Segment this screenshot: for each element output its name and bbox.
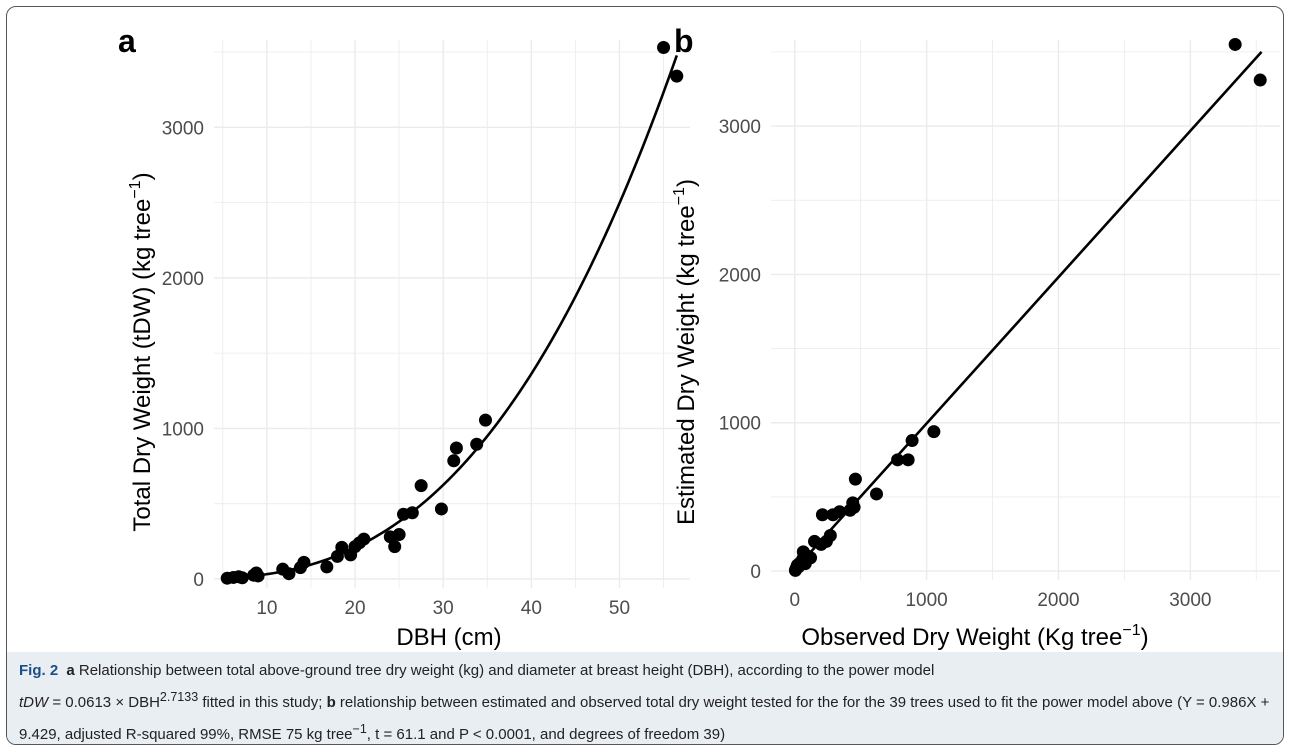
data-point-a	[392, 528, 406, 542]
figure-caption: Fig. 2 a Relationship between total abov…	[7, 652, 1283, 744]
caption-label-b: b	[326, 694, 336, 711]
caption-eq-exponent: 2.7133	[159, 690, 199, 704]
data-point-b	[927, 425, 941, 439]
data-point-b	[815, 508, 829, 522]
caption-eq-after: fitted in this study;	[198, 694, 327, 711]
data-point-a	[478, 413, 492, 427]
data-point-a	[251, 569, 265, 583]
data-point-b	[848, 472, 862, 486]
data-point-a	[282, 567, 296, 581]
data-point-a	[335, 540, 349, 554]
x-tick-label-a: 40	[521, 598, 542, 619]
data-point-b	[869, 487, 883, 501]
data-point-b	[891, 453, 905, 467]
x-tick-label-a: 30	[433, 598, 454, 619]
x-tick-label-a: 10	[256, 598, 277, 619]
x-tick-label-b: 1000	[905, 590, 947, 611]
data-point-b	[1228, 37, 1242, 51]
data-point-a	[447, 454, 461, 468]
data-point-a	[470, 437, 484, 451]
figure-charts: 10 20 30 40 50 0 1000 2000 3000 a DBH (cm) Tota…	[118, 23, 1280, 650]
data-point-a	[657, 41, 671, 55]
data-point-b	[847, 500, 861, 514]
data-point-a	[414, 479, 428, 493]
x-axis-label-b: Observed Dry Weight (Kg tree−1)	[801, 622, 1148, 650]
y-tick-label-a: 0	[193, 570, 204, 591]
x-axis-label-a: DBH (cm)	[396, 624, 501, 650]
y-tick-label-a: 3000	[162, 118, 204, 139]
y-tick-label-b: 1000	[719, 414, 761, 435]
caption-rmse-unit-exponent: −1	[352, 722, 367, 736]
data-point-a	[434, 502, 448, 516]
power-model-curve	[227, 54, 679, 580]
y-tick-label-b: 2000	[719, 265, 761, 286]
y-axis-label-b: Estimated Dry Weight (kg tree−1)	[671, 179, 700, 525]
data-point-a	[670, 69, 684, 83]
caption-eq-var: tDW	[19, 694, 49, 711]
data-point-b	[833, 505, 847, 519]
y-tick-label-b: 3000	[719, 117, 761, 138]
data-point-a	[235, 571, 249, 585]
data-point-b	[905, 434, 919, 448]
regression-line	[793, 51, 1263, 571]
caption-eq-text: = 0.0613 × DBH	[48, 694, 160, 711]
caption-label-a: a	[66, 662, 75, 679]
data-point-b	[901, 453, 915, 467]
caption-text-a: Relationship between total above-ground …	[78, 662, 935, 679]
data-point-a	[388, 540, 402, 554]
panel-label-b: b	[674, 23, 694, 59]
y-axis-label-a: Total Dry Weight (tDW) (kg tree−1)	[127, 172, 156, 531]
x-tick-label-b: 0	[789, 590, 800, 611]
data-point-a	[320, 560, 334, 574]
y-tick-label-a: 2000	[162, 269, 204, 290]
data-point-b	[1253, 73, 1267, 87]
figure-frame	[6, 6, 1284, 745]
x-tick-label-b: 3000	[1169, 590, 1211, 611]
data-point-b	[823, 528, 837, 542]
data-point-a	[405, 506, 419, 520]
data-point-a	[357, 532, 371, 546]
caption-fig-label: Fig. 2	[19, 662, 59, 679]
y-tick-label-a: 1000	[162, 419, 204, 440]
y-tick-label-b: 0	[750, 562, 761, 583]
x-tick-label-a: 50	[609, 598, 630, 619]
chart-panel-a: 10 20 30 40 50 0 1000 2000 3000 a DBH (cm) Tota…	[118, 23, 690, 650]
chart-panel-b: 0 1000 2000 3000 0 1000 2000 3000 b Observed D…	[671, 23, 1280, 650]
x-tick-label-a: 20	[344, 598, 365, 619]
caption-text-b: relationship between estimated and obser…	[19, 694, 1270, 743]
caption-text-b-end: , t = 61.1 and P < 0.0001, and degrees o…	[366, 726, 726, 743]
panel-label-a: a	[118, 23, 136, 59]
x-tick-label-b: 2000	[1037, 590, 1079, 611]
data-point-a	[297, 555, 311, 569]
data-point-a	[449, 441, 463, 455]
data-point-b	[804, 551, 818, 565]
